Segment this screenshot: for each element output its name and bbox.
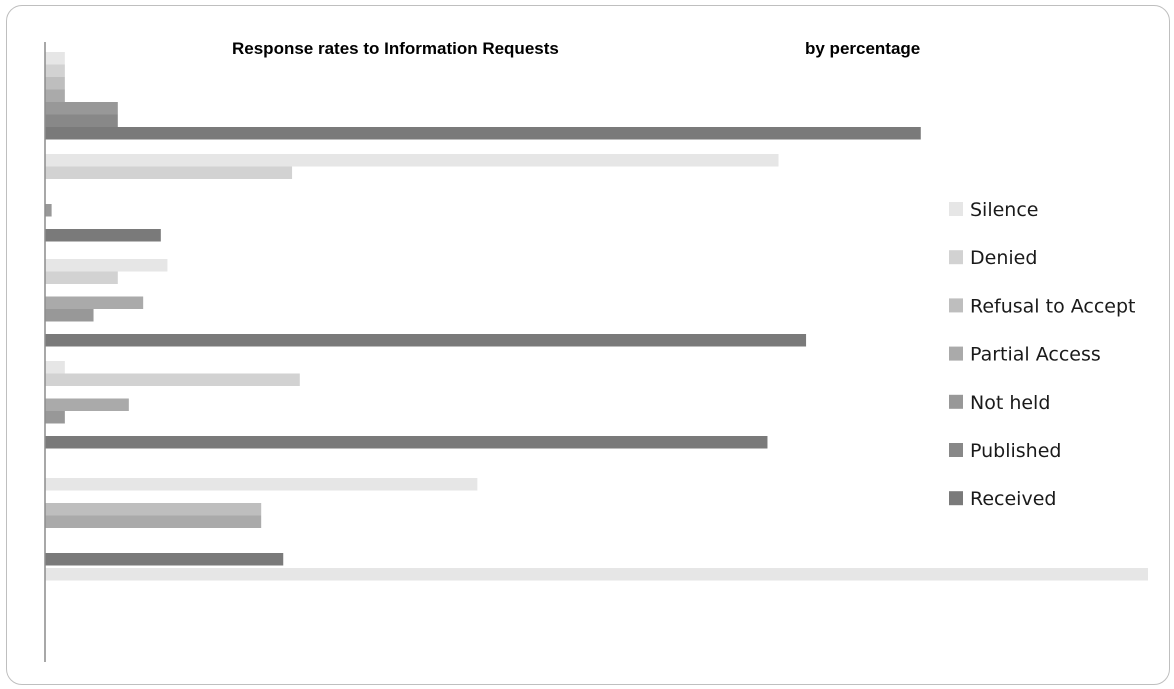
- bar-silence: [45, 259, 168, 272]
- bar-not-held: [45, 309, 94, 322]
- bar-denied: [45, 166, 293, 179]
- bar-received: [45, 127, 921, 140]
- legend-label: Silence: [970, 199, 1039, 221]
- bar-partial-access: [45, 398, 129, 411]
- bar-not-held: [45, 102, 118, 115]
- bar-partial-access: [45, 89, 65, 102]
- bar-silence: [45, 361, 65, 374]
- bar-group: [45, 568, 1148, 581]
- bar-partial-access: [45, 515, 262, 528]
- legend-swatch: [949, 394, 963, 409]
- bar-published: [45, 114, 118, 127]
- legend-swatch: [949, 250, 963, 265]
- legend-swatch: [949, 298, 963, 313]
- bar-denied: [45, 271, 118, 284]
- bar-refusal-to-accept: [45, 503, 262, 516]
- legend-label: Partial Access: [970, 344, 1101, 366]
- chart-title: Response rates to Information Requests: [232, 39, 559, 58]
- bar-silence: [45, 478, 478, 491]
- bar-denied: [45, 64, 65, 77]
- bar-group: [45, 478, 478, 566]
- bar-silence: [45, 52, 65, 65]
- legend-swatch: [949, 491, 963, 506]
- bar-silence: [45, 154, 779, 167]
- legend-label: Received: [970, 488, 1056, 510]
- bar-refusal-to-accept: [45, 77, 65, 90]
- bar-denied: [45, 373, 300, 386]
- legend-swatch: [949, 346, 963, 361]
- bar-received: [45, 229, 161, 242]
- bars-group: [45, 52, 1148, 581]
- bar-group: [45, 361, 768, 449]
- bar-not-held: [45, 204, 52, 217]
- legend: Silence Denied Refusal to Accept Partial Ac…: [949, 199, 1136, 510]
- chart-subtitle: by percentage: [805, 39, 920, 58]
- legend-swatch: [949, 443, 963, 457]
- bar-partial-access: [45, 296, 144, 309]
- legend-label: Published: [970, 440, 1061, 462]
- bar-not-held: [45, 411, 65, 424]
- legend-label: Denied: [970, 247, 1037, 269]
- bar-received: [45, 436, 768, 449]
- bar-silence: [45, 568, 1148, 581]
- bar-group: [45, 154, 779, 242]
- bar-group: [45, 52, 921, 140]
- legend-label: Not held: [970, 392, 1050, 414]
- legend-label: Refusal to Accept: [970, 295, 1136, 317]
- bar-received: [45, 334, 807, 347]
- bar-received: [45, 553, 284, 566]
- legend-swatch: [949, 202, 963, 216]
- bar-group: [45, 259, 807, 347]
